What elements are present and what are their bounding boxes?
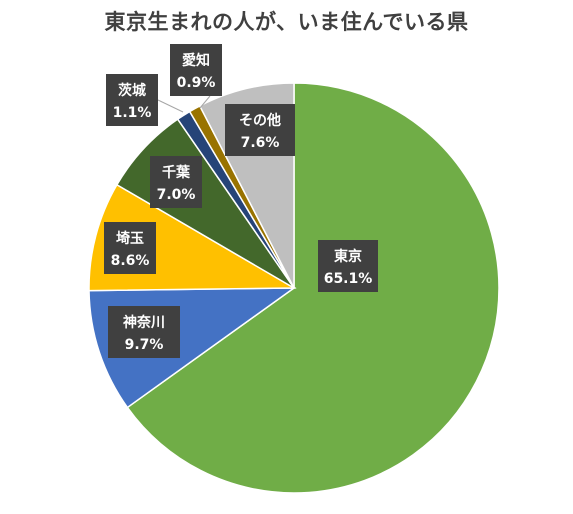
slice-value-label: 7.0% xyxy=(157,187,196,203)
slice-value-label: 8.6% xyxy=(111,253,150,269)
data-label-box xyxy=(150,156,202,208)
data-label-box xyxy=(318,240,378,292)
data-label-4: 千葉 7.0% xyxy=(150,156,202,208)
leader-line-5 xyxy=(157,99,184,113)
data-label-5: 茨城 1.1% xyxy=(106,74,158,126)
chart-title: 東京生まれの人が、いま住んでいる県 xyxy=(104,10,469,34)
slice-name-label: 千葉 xyxy=(162,164,191,181)
data-label-box xyxy=(170,44,222,96)
data-label-6: 愛知 0.9% xyxy=(170,44,222,96)
slice-name-label: 東京 xyxy=(334,248,362,265)
slice-value-label: 7.6% xyxy=(241,135,280,151)
data-label-box xyxy=(104,222,156,274)
slice-value-label: 65.1% xyxy=(324,271,373,287)
data-label-box xyxy=(106,74,158,126)
data-label-2: 神奈川 9.7% xyxy=(108,306,180,358)
slice-name-label: 神奈川 xyxy=(123,314,165,331)
slice-value-label: 9.7% xyxy=(125,337,164,353)
slice-name-label: 茨城 xyxy=(118,82,146,99)
leader-line-6 xyxy=(199,95,211,109)
data-label-3: 埼玉 8.6% xyxy=(104,222,156,274)
slice-value-label: 1.1% xyxy=(113,105,152,121)
data-label-7: その他 7.6% xyxy=(225,104,295,156)
pie-slice-1 xyxy=(126,82,500,494)
data-label-box xyxy=(108,306,180,358)
data-label-box xyxy=(225,104,295,156)
slice-name-label: その他 xyxy=(239,112,281,129)
slice-value-label: 0.9% xyxy=(177,75,216,91)
slice-name-label: 埼玉 xyxy=(116,230,144,247)
data-label-1: 東京 65.1% xyxy=(318,240,378,292)
slice-name-label: 愛知 xyxy=(182,52,210,69)
